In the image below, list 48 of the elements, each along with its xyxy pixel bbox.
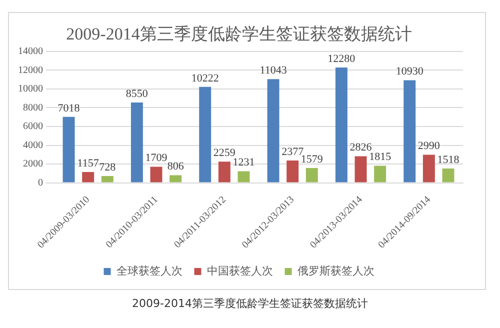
data-label: 7018	[58, 102, 80, 114]
data-label: 2826	[350, 142, 372, 154]
bar	[82, 172, 94, 182]
data-label: 1518	[437, 154, 460, 166]
data-label: 728	[99, 161, 116, 174]
data-label: 1709	[145, 152, 168, 164]
bar	[199, 86, 212, 182]
bar	[238, 171, 250, 182]
data-label: 1157	[77, 157, 100, 170]
bar	[170, 175, 182, 182]
bar	[306, 168, 318, 182]
legend-label: 全球获签人次	[116, 264, 182, 278]
legend-label: 中国获签人次	[206, 264, 273, 278]
legend-label: 俄罗斯获签人次	[297, 264, 374, 278]
y-tick-label: 6000	[23, 121, 43, 132]
bar	[130, 102, 143, 182]
bar	[150, 166, 162, 182]
chart-title: 2009-2014第三季度低龄学生签证获签数据统计	[66, 24, 412, 44]
data-label: 2259	[213, 146, 236, 159]
y-tick-label: 14000	[18, 46, 43, 58]
data-label: 8550	[126, 88, 148, 100]
y-tick-label: 4000	[23, 140, 43, 151]
y-tick-label: 8000	[23, 102, 43, 114]
data-label: 806	[167, 160, 184, 173]
bar	[442, 168, 454, 182]
bar	[354, 156, 367, 182]
y-tick-label: 0	[38, 177, 43, 188]
bar	[62, 116, 75, 182]
bar	[101, 176, 114, 182]
bar	[286, 160, 299, 182]
data-label: 1815	[369, 151, 392, 164]
bar	[422, 154, 435, 182]
data-label: 10222	[191, 72, 219, 84]
data-label: 10930	[396, 66, 424, 78]
text: 2009-2014第三季度低龄学生签证获签数据统计	[131, 296, 369, 311]
data-label: 12280	[328, 52, 356, 65]
y-tick-label: 12000	[18, 64, 43, 76]
data-label: 2990	[418, 140, 440, 152]
bar	[218, 162, 230, 182]
data-label: 1231	[232, 156, 255, 169]
bar	[335, 68, 348, 182]
bar	[267, 79, 280, 182]
y-tick-label: 2000	[23, 158, 43, 170]
data-label: 11043	[260, 64, 288, 77]
y-tick-label: 10000	[18, 84, 43, 95]
bar	[404, 80, 416, 182]
bar	[374, 166, 386, 182]
data-label: 1579	[300, 153, 324, 166]
